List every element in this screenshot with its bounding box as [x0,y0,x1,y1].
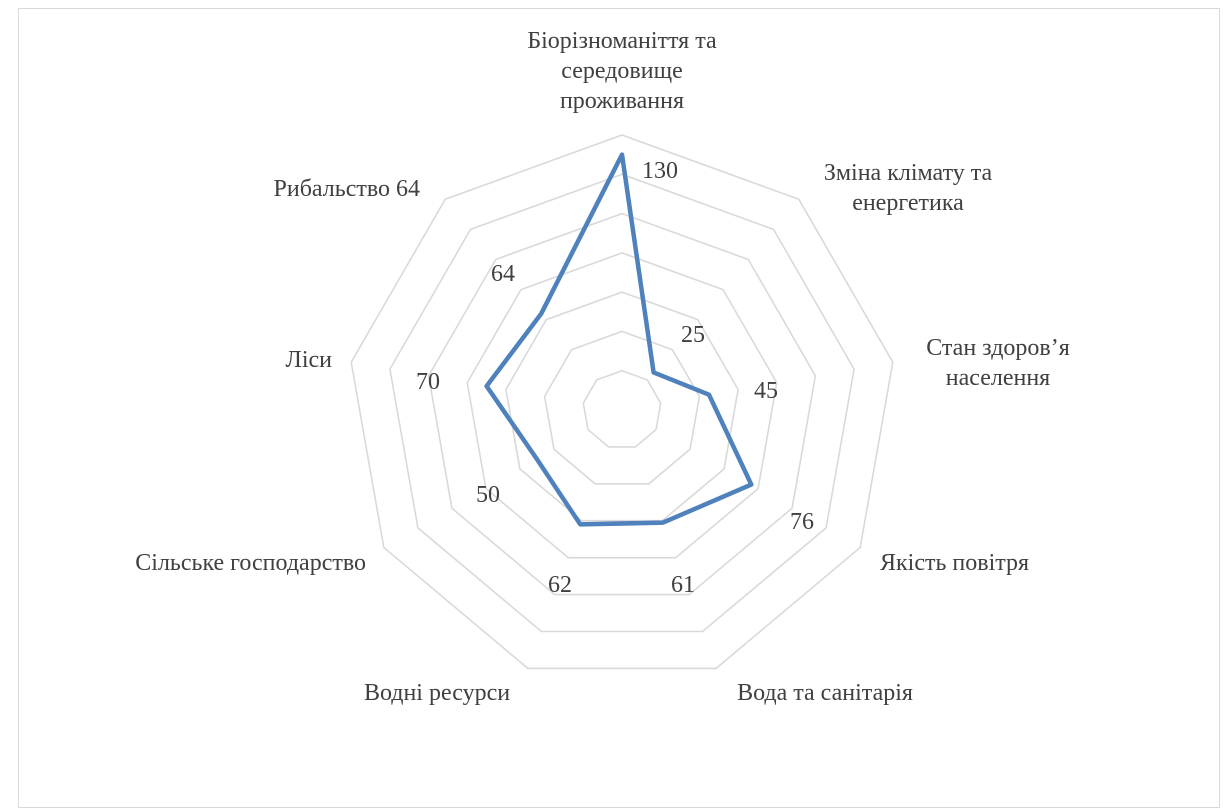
category-label-line: Водні ресурси [364,680,510,706]
category-label: Зміна клімату та енергетика [824,160,993,216]
data-label: 64 [491,261,515,287]
category-label-line: Якість повітря [880,550,1029,576]
category-label-line: Рибальство 64 [274,176,421,202]
category-label-line: Біорізноманіття та [527,28,717,54]
category-labels: Біорізноманіття та середовище проживання Зм… [135,28,1070,706]
category-label: Стан здоров’я населення [926,335,1070,391]
data-label: 61 [671,572,695,598]
data-label: 45 [754,378,778,404]
series-line [484,152,754,527]
data-label: 25 [681,322,705,348]
category-label-line: енергетика [852,190,964,216]
category-label: Водні ресурси [364,680,510,706]
category-label-line: Зміна клімату та [824,160,993,186]
grid-layer [350,134,894,670]
grid-ring [505,291,739,522]
category-label-line: середовище [561,58,682,84]
grid-ring [350,134,894,670]
category-label: Якість повітря [880,550,1029,576]
grid-ring [582,369,662,448]
category-label-line: проживання [560,88,684,114]
category-label: Біорізноманіття та середовище проживання [527,28,717,114]
category-label: Вода та санітарія [737,680,913,706]
data-label: 62 [548,572,572,598]
grid-ring [427,212,817,596]
chart-frame [18,8,1220,808]
category-label: Ліси [286,347,333,373]
category-label: Сільське господарство [135,550,366,576]
data-label: 70 [416,369,440,395]
category-label-line: Вода та санітарія [737,680,913,706]
data-label: 76 [790,509,814,535]
data-label: 130 [642,158,678,184]
category-label-line: Ліси [286,347,333,373]
data-labels: 130 25 45 76 61 62 50 70 64 [416,158,814,598]
grid-ring [466,252,778,559]
grid-ring [389,173,855,633]
category-label-line: Стан здоров’я [926,335,1070,361]
grid-ring [543,330,701,485]
category-label-line: Сільське господарство [135,550,366,576]
series-layer [484,152,754,527]
category-label-line: населення [946,365,1050,391]
data-label: 50 [476,482,500,508]
category-label: Рибальство 64 [274,176,421,202]
